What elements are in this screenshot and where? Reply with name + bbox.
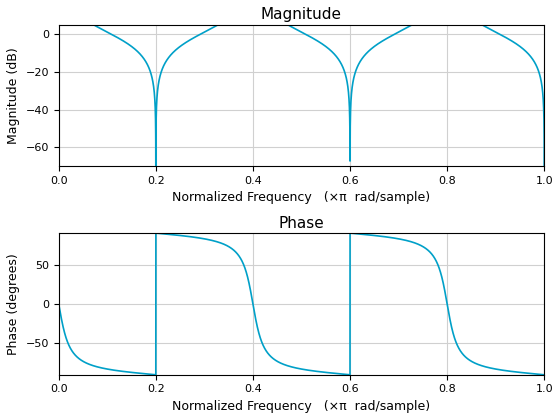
Y-axis label: Phase (degrees): Phase (degrees) <box>7 253 20 355</box>
Y-axis label: Magnitude (dB): Magnitude (dB) <box>7 47 20 144</box>
X-axis label: Normalized Frequency   (×π  rad/sample): Normalized Frequency (×π rad/sample) <box>172 400 431 413</box>
X-axis label: Normalized Frequency   (×π  rad/sample): Normalized Frequency (×π rad/sample) <box>172 192 431 205</box>
Title: Phase: Phase <box>279 215 324 231</box>
Title: Magnitude: Magnitude <box>261 7 342 22</box>
